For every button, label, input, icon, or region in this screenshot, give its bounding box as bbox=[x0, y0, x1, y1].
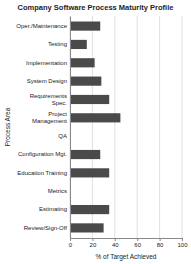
x-tick-mark bbox=[160, 238, 161, 241]
y-tick: Implementation bbox=[26, 60, 67, 66]
y-tick-label-line: Education Training bbox=[17, 170, 67, 176]
x-tick-label: 20 bbox=[90, 242, 97, 248]
y-tick-label: Education Training bbox=[17, 170, 67, 176]
grid-line bbox=[70, 16, 71, 238]
bar bbox=[70, 22, 100, 31]
y-axis-title: Process Area bbox=[4, 107, 11, 146]
x-tick: 20 bbox=[90, 238, 97, 248]
bar bbox=[70, 168, 109, 177]
y-tick-label-line: Estimating bbox=[39, 206, 67, 212]
x-axis-title: % of Target Achieved bbox=[96, 253, 157, 261]
x-tick-label: 40 bbox=[112, 242, 119, 248]
y-tick: QA bbox=[58, 133, 67, 139]
y-tick: Metrics bbox=[48, 188, 67, 194]
grid-line bbox=[92, 16, 93, 238]
x-tick: 40 bbox=[112, 238, 119, 248]
y-tick-label-line: QA bbox=[58, 133, 67, 139]
y-axis: Review/Sign-Off Estimating Metrics Educatio… bbox=[16, 17, 70, 239]
y-tick-label-line: Management bbox=[32, 118, 67, 124]
bar bbox=[70, 113, 120, 122]
chart-title: Company Software Process Maturity Profil… bbox=[18, 3, 174, 12]
grid-line bbox=[114, 16, 115, 238]
y-tick-label-line: Spec. bbox=[52, 100, 68, 106]
x-tick-mark bbox=[70, 238, 71, 241]
x-tick-mark bbox=[182, 238, 183, 241]
x-tick: 60 bbox=[134, 238, 141, 248]
bar bbox=[70, 58, 95, 67]
y-tick-label: Testing bbox=[48, 41, 67, 47]
chart-container: Company Software Process Maturity Profil… bbox=[0, 0, 191, 264]
title-line: Company Software Process Maturity Profil… bbox=[18, 3, 174, 12]
x-tick: 100 bbox=[177, 238, 188, 248]
y-tick-label-line: Oper./Maintenance bbox=[16, 23, 67, 29]
bar bbox=[70, 77, 101, 86]
y-tick-label-line: Review/Sign-Off bbox=[24, 225, 68, 231]
y-tick-label-line: Requirements bbox=[30, 93, 67, 99]
y-tick-label: Review/Sign-Off bbox=[24, 225, 68, 231]
y-tick-label: Metrics bbox=[48, 188, 67, 194]
bar bbox=[70, 205, 109, 214]
x-tick-mark bbox=[137, 238, 138, 241]
y-tick-label-line: Configuration Mgt. bbox=[18, 151, 67, 157]
y-tick-label: QA bbox=[58, 133, 67, 139]
bar bbox=[70, 150, 100, 159]
x-tick-label: 80 bbox=[157, 242, 164, 248]
y-tick-label: System Design bbox=[27, 78, 67, 84]
y-tick-label: Estimating bbox=[39, 206, 67, 212]
bars bbox=[70, 22, 120, 233]
y-tick: Testing bbox=[48, 41, 67, 47]
y-tick-label-line: Implementation bbox=[26, 60, 67, 66]
chart-svg: Company Software Process Maturity Profil… bbox=[0, 0, 191, 264]
y-tick: Oper./Maintenance bbox=[16, 23, 67, 29]
grid bbox=[70, 16, 182, 238]
grid-line bbox=[159, 16, 160, 238]
grid-line bbox=[182, 16, 183, 238]
y-tick-label: Configuration Mgt. bbox=[18, 151, 67, 157]
y-tick-label: Implementation bbox=[26, 60, 67, 66]
x-axis: 0 20 40 60 80 100 bbox=[69, 238, 188, 248]
y-tick: Education Training bbox=[17, 170, 67, 176]
x-tick: 80 bbox=[157, 238, 164, 248]
y-tick: Configuration Mgt. bbox=[18, 151, 67, 157]
y-tick-label-line: Testing bbox=[48, 41, 67, 47]
x-tick-label: 100 bbox=[177, 242, 188, 248]
y-tick-label: ProjectManagement bbox=[32, 111, 67, 124]
y-tick: System Design bbox=[27, 78, 67, 84]
y-tick: RequirementsSpec. bbox=[30, 93, 68, 106]
x-axis-line bbox=[71, 239, 183, 242]
y-tick-label: RequirementsSpec. bbox=[30, 93, 68, 106]
x-tick-label: 0 bbox=[69, 242, 73, 248]
y-tick: Estimating bbox=[39, 206, 67, 212]
grid-line bbox=[137, 16, 138, 238]
y-tick: Review/Sign-Off bbox=[24, 225, 68, 231]
bar bbox=[70, 40, 87, 49]
x-tick-mark bbox=[115, 238, 116, 241]
x-tick: 0 bbox=[69, 238, 73, 248]
x-tick-label: 60 bbox=[134, 242, 141, 248]
y-tick-label-line: Metrics bbox=[48, 188, 67, 194]
x-tick-mark bbox=[92, 238, 93, 241]
y-tick-label-line: System Design bbox=[27, 78, 67, 84]
y-tick-label-line: Project bbox=[48, 111, 67, 117]
bar bbox=[70, 223, 104, 232]
y-tick-label: Oper./Maintenance bbox=[16, 23, 67, 29]
y-axis-line bbox=[70, 17, 71, 239]
y-tick: ProjectManagement bbox=[32, 111, 67, 124]
bar bbox=[70, 95, 109, 104]
